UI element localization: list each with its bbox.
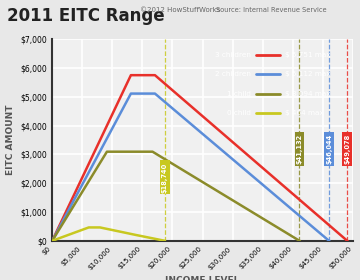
Text: Source: Internal Revenue Service: Source: Internal Revenue Service [216,7,327,13]
Y-axis label: EITC AMOUNT: EITC AMOUNT [6,105,15,175]
Text: ©2012 HowStuffWorks: ©2012 HowStuffWorks [140,7,221,13]
Text: $18,740: $18,740 [162,162,168,193]
Text: 2011 EITC Range: 2011 EITC Range [7,7,165,25]
X-axis label: INCOME LEVEL: INCOME LEVEL [165,276,240,280]
Text: $46,044: $46,044 [326,134,332,164]
Text: $49,078: $49,078 [344,134,350,164]
Text: $41,132: $41,132 [297,134,302,164]
